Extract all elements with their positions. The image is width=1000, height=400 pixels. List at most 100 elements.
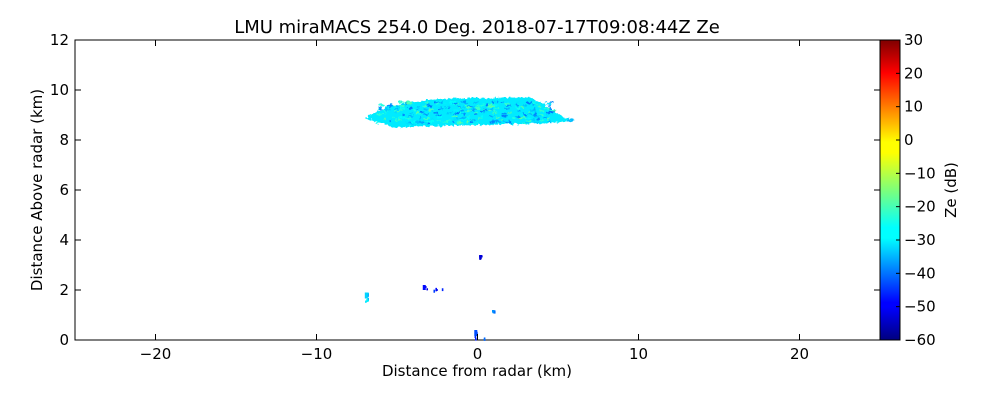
echo-pixel (423, 104, 427, 107)
echo-pixel (531, 103, 535, 106)
colorbar-tick-label: −50 (904, 298, 936, 316)
echo-pixel (380, 113, 386, 115)
echo-pixel (396, 119, 402, 121)
echo-pixel (476, 105, 480, 107)
y-tick-label: 4 (59, 231, 69, 249)
echo-pixel (423, 117, 430, 120)
echo-pixel (532, 102, 536, 104)
echo-pixel (548, 104, 551, 107)
echo-pixel (549, 122, 552, 124)
echo-pixel (419, 111, 422, 114)
echo-pixel (397, 116, 401, 119)
echo-pixel (415, 113, 419, 115)
echo-pixel (418, 112, 423, 115)
y-tick-label: 2 (59, 281, 69, 299)
echo-pixel (424, 121, 431, 123)
echo-pixel (519, 117, 526, 119)
echo-pixel (399, 116, 405, 119)
echo-pixel (405, 101, 411, 103)
colorbar-tick-label: −10 (904, 164, 936, 182)
echo-pixel (479, 110, 486, 113)
echo-pixel (456, 121, 461, 124)
echo-pixel (430, 118, 435, 121)
echo-pixel (534, 113, 537, 115)
echo-pixel (449, 103, 455, 106)
echo-pixel (520, 114, 523, 116)
echo-pixel (527, 112, 532, 114)
echo-pixel (493, 101, 498, 103)
echo-pixel (479, 115, 482, 117)
echo-pixel (461, 106, 466, 109)
echo-pixel (533, 121, 539, 124)
echo-pixel (428, 109, 434, 111)
echo-pixel (454, 112, 460, 115)
echo-pixel (472, 122, 478, 124)
echo-pixel (437, 120, 441, 122)
echo-pixel (526, 117, 532, 119)
echo-pixel (505, 103, 511, 105)
echo-pixel (505, 121, 512, 123)
echo-pixel (460, 115, 463, 117)
echo-pixel (536, 105, 542, 107)
echo-pixel (538, 114, 544, 116)
echo-pixel (418, 121, 423, 124)
echo-pixel (548, 107, 551, 109)
echo-pixel (449, 101, 455, 103)
x-tick-label: −10 (301, 345, 333, 363)
echo-pixel (544, 101, 548, 103)
y-axis-label: Distance Above radar (km) (28, 89, 46, 291)
echo-pixel (422, 285, 426, 290)
echo-pixel (384, 108, 391, 111)
echo-pixel (495, 121, 501, 123)
echo-pixel (492, 119, 499, 122)
echo-pixel (439, 106, 443, 109)
echo-cloud-layer (364, 97, 575, 128)
echo-pixel (427, 103, 431, 106)
echo-pixel (376, 113, 381, 116)
echo-pixel (379, 104, 385, 106)
echo-pixel (385, 106, 390, 109)
echo-pixel (402, 114, 406, 116)
x-axis-label: Distance from radar (km) (382, 362, 572, 380)
x-tick-label: 10 (629, 345, 648, 363)
echo-pixel (530, 118, 536, 121)
chart-title: LMU miraMACS 254.0 Deg. 2018-07-17T09:08… (234, 17, 720, 38)
echo-pixel (434, 101, 440, 104)
echo-pixel (396, 110, 400, 113)
echo-pixel (474, 334, 477, 339)
plot-area: −20 −10 0 10 20 0 2 4 6 8 10 12 (50, 31, 881, 363)
echo-pixel (417, 106, 421, 108)
echo-speckle (422, 285, 444, 293)
echo-pixel (481, 104, 487, 106)
echo-pixel (437, 108, 444, 111)
echo-pixel (436, 114, 441, 117)
echo-pixel (469, 121, 473, 123)
echo-pixel (415, 121, 420, 124)
echo-pixel (485, 104, 489, 106)
colorbar-tick-label: 0 (904, 131, 914, 149)
echo-pixel (451, 102, 458, 105)
echo-pixel (466, 106, 472, 109)
echo-pixel (396, 105, 399, 107)
echo-pixel (433, 112, 439, 114)
echo-pixel (499, 117, 504, 120)
echo-pixel (466, 120, 469, 123)
y-tick-label: 0 (59, 331, 69, 349)
echo-pixel (429, 120, 434, 123)
echo-layer (364, 97, 575, 341)
echo-pixel (521, 106, 524, 108)
colorbar-tick-label: 30 (904, 31, 923, 49)
echo-pixel (487, 104, 492, 106)
echo-pixel (367, 294, 369, 298)
echo-pixel (453, 109, 460, 111)
echo-pixel (433, 289, 436, 293)
echo-pixel (522, 104, 527, 107)
echo-pixel (408, 119, 413, 122)
echo-pixel (365, 300, 367, 303)
echo-pixel (442, 121, 449, 123)
echo-pixel (494, 104, 499, 107)
echo-pixel (388, 103, 392, 105)
echo-pixel (364, 292, 368, 299)
echo-pixel (491, 109, 497, 112)
echo-pixel (399, 106, 403, 109)
